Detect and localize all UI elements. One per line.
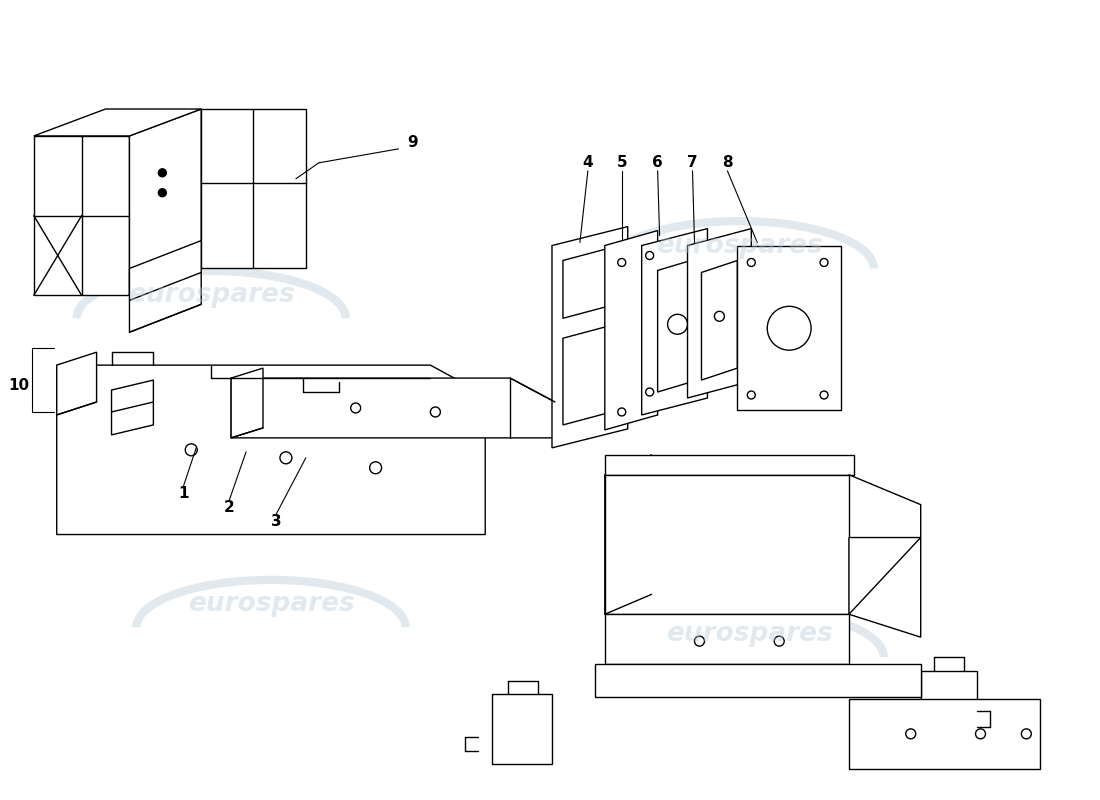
- Text: eurospares: eurospares: [666, 621, 833, 647]
- Polygon shape: [34, 136, 130, 295]
- Polygon shape: [57, 352, 97, 415]
- Polygon shape: [605, 230, 658, 430]
- Polygon shape: [641, 229, 707, 415]
- Polygon shape: [34, 109, 201, 136]
- Text: 10: 10: [9, 378, 30, 393]
- Text: 3: 3: [271, 514, 282, 529]
- Polygon shape: [849, 474, 921, 637]
- Polygon shape: [849, 538, 921, 614]
- Text: 5: 5: [616, 155, 627, 170]
- Polygon shape: [552, 226, 628, 448]
- Polygon shape: [563, 249, 608, 318]
- Polygon shape: [688, 229, 751, 398]
- Polygon shape: [130, 109, 201, 295]
- Text: 2: 2: [223, 500, 234, 515]
- Text: 8: 8: [722, 155, 733, 170]
- Polygon shape: [702, 261, 737, 380]
- Circle shape: [158, 189, 166, 197]
- Polygon shape: [658, 258, 697, 392]
- Polygon shape: [563, 326, 608, 425]
- Polygon shape: [111, 380, 153, 435]
- Polygon shape: [605, 614, 849, 664]
- Polygon shape: [57, 365, 485, 534]
- Polygon shape: [737, 246, 842, 410]
- Polygon shape: [231, 368, 263, 438]
- Polygon shape: [605, 455, 854, 474]
- Text: eurospares: eurospares: [188, 591, 354, 618]
- Text: eurospares: eurospares: [656, 233, 823, 258]
- Polygon shape: [921, 671, 977, 749]
- Text: 7: 7: [688, 155, 697, 170]
- Polygon shape: [849, 699, 1041, 769]
- Circle shape: [158, 169, 166, 177]
- Polygon shape: [130, 241, 201, 332]
- Text: 6: 6: [652, 155, 663, 170]
- Text: 9: 9: [407, 135, 418, 150]
- Polygon shape: [231, 378, 556, 438]
- Text: eurospares: eurospares: [128, 282, 295, 308]
- Polygon shape: [605, 474, 849, 614]
- Polygon shape: [605, 455, 651, 614]
- Polygon shape: [492, 694, 552, 764]
- Text: 4: 4: [583, 155, 593, 170]
- Text: 1: 1: [178, 486, 188, 501]
- Polygon shape: [201, 109, 306, 269]
- Polygon shape: [595, 664, 921, 697]
